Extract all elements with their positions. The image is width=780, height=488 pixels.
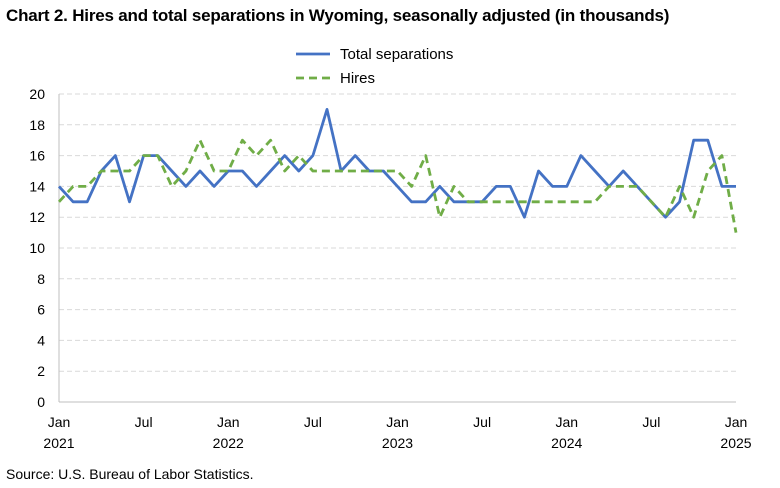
- series-lines: [57, 108, 738, 233]
- x-tick-label: Jan: [48, 414, 71, 430]
- x-tick-label: Jan: [217, 414, 240, 430]
- y-tick-label: 16: [29, 148, 45, 164]
- gridlines: [59, 93, 736, 372]
- x-tick-label: Jan: [555, 414, 578, 430]
- y-tick-label: 4: [37, 332, 45, 348]
- x-tick-label: Jul: [642, 414, 660, 430]
- x-tick-year-label: 2023: [382, 435, 413, 451]
- x-tick-label: Jan: [386, 414, 409, 430]
- y-tick-label: 18: [29, 117, 45, 133]
- x-tick-year-label: 2025: [720, 435, 751, 451]
- y-axis-tick-labels: 0 2 4 6 8 10 12 14 16 18 20: [29, 86, 45, 410]
- axes: [58, 94, 736, 403]
- y-tick-label: 2: [37, 363, 45, 379]
- legend: Total separations Hires: [296, 46, 453, 87]
- x-tick-label: Jan: [725, 414, 748, 430]
- x-tick-year-label: 2022: [213, 435, 244, 451]
- y-tick-label: 12: [29, 209, 45, 225]
- y-tick-label: 6: [37, 302, 45, 318]
- legend-label-total-separations: Total separations: [340, 46, 453, 63]
- chart-title: Chart 2. Hires and total separations in …: [6, 6, 670, 25]
- x-tick-label: Jul: [135, 414, 153, 430]
- y-tick-label: 10: [29, 240, 45, 256]
- hires-line: [57, 138, 738, 233]
- x-tick-year-label: 2024: [551, 435, 582, 451]
- y-tick-label: 14: [29, 178, 45, 194]
- x-tick-label: Jul: [473, 414, 491, 430]
- y-tick-label: 20: [29, 86, 45, 102]
- source-note: Source: U.S. Bureau of Labor Statistics.: [6, 466, 254, 482]
- x-axis-tick-labels: Jan 2021 Jul Jan 2022 Jul Jan 2023 Jul Jan 2024 Jul…: [43, 414, 751, 451]
- x-tick-label: Jul: [304, 414, 322, 430]
- x-tick-year-label: 2021: [43, 435, 74, 451]
- y-tick-label: 0: [37, 394, 45, 410]
- total-separations-line: [57, 108, 736, 219]
- y-tick-label: 8: [37, 271, 45, 287]
- legend-label-hires: Hires: [340, 70, 375, 87]
